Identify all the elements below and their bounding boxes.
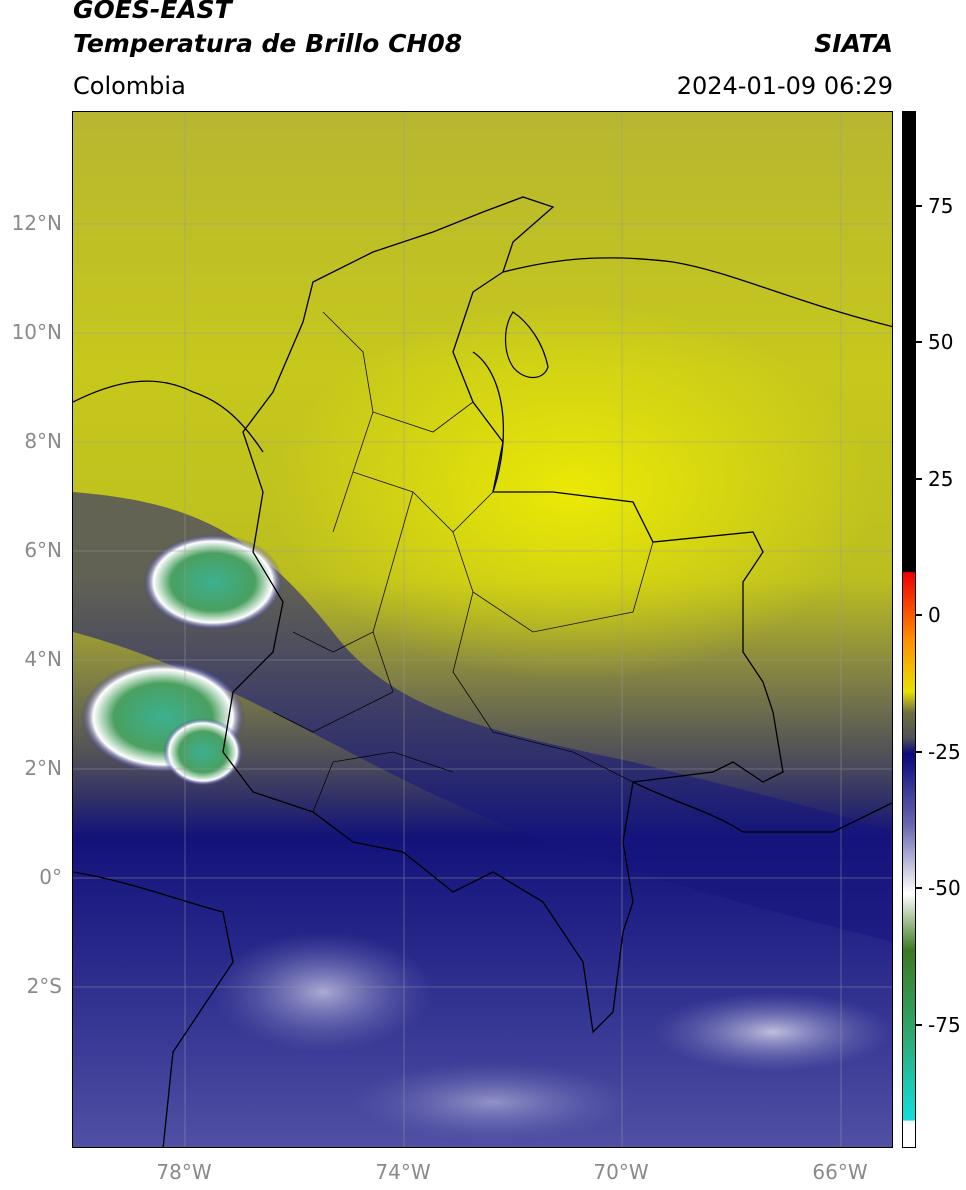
brightness-temperature-map [73, 112, 892, 1147]
graticule [73, 112, 892, 1147]
lat-label-10n: 10°N [11, 320, 62, 344]
lat-label-6n: 6°N [24, 538, 62, 562]
lat-label-8n: 8°N [24, 429, 62, 453]
colorbar-label-75: 75 [928, 194, 954, 218]
satellite-title: GOES-EAST [73, 0, 232, 24]
map-canvas[interactable] [72, 111, 893, 1148]
lat-label-12n: 12°N [11, 211, 62, 235]
lat-label-0: 0° [39, 865, 62, 889]
colorbar-label-0: 0 [928, 603, 941, 627]
colorbar-label-50: 50 [928, 330, 954, 354]
colorbar-label-25: 25 [928, 467, 954, 491]
lat-label-4n: 4°N [24, 647, 62, 671]
colorbar-label-minus75: -75 [928, 1013, 961, 1037]
lon-label-74w: 74°W [375, 1160, 431, 1184]
lat-label-2s: 2°S [26, 974, 62, 998]
timestamp-label: 2024-01-09 06:29 [676, 72, 893, 100]
product-title: Temperatura de Brillo CH08 [73, 29, 463, 58]
colorbar [902, 111, 916, 1148]
lon-label-66w: 66°W [812, 1160, 868, 1184]
country-borders [73, 196, 892, 1147]
lon-label-70w: 70°W [593, 1160, 649, 1184]
colorbar-label-minus50: -50 [928, 876, 961, 900]
lon-label-78w: 78°W [156, 1160, 212, 1184]
colorbar-label-minus25: -25 [928, 740, 961, 764]
lat-label-2n: 2°N [24, 756, 62, 780]
brand-label: SIATA [814, 29, 893, 58]
region-label: Colombia [73, 72, 186, 100]
